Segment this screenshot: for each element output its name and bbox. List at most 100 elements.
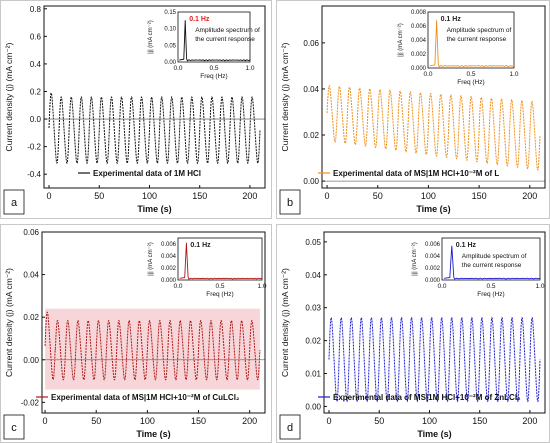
panel-label-box xyxy=(3,189,25,215)
inset-spectrum xyxy=(429,20,515,68)
y-axis-label: Current density (j) (mA cm⁻²) xyxy=(280,42,290,151)
x-tick-label: 0 xyxy=(43,416,48,426)
inset-x-tick-label: 0.0 xyxy=(173,65,182,72)
inset-x-tick-label: 0.5 xyxy=(209,65,218,72)
inset-caption: Amplitude spectrum of xyxy=(195,27,260,34)
inset-x-tick-label: 1.0 xyxy=(535,283,544,290)
panel-label-box xyxy=(279,414,301,440)
inset-spectrum xyxy=(179,242,263,280)
inset-y-tick-label: 0.000 xyxy=(161,278,177,284)
y-axis-label: Current density (j) (mA cm⁻²) xyxy=(4,42,14,151)
y-tick-label: 0.2 xyxy=(30,87,42,96)
inset-x-tick-label: 0.0 xyxy=(173,283,182,290)
series-line xyxy=(328,316,541,403)
y-tick-label: 0.06 xyxy=(23,228,39,237)
inset-x-tick-label: 0.0 xyxy=(437,283,446,290)
y-tick-label: 0.00 xyxy=(23,356,39,365)
inset-y-tick-label: 0.000 xyxy=(411,66,427,72)
x-tick-label: 0 xyxy=(325,191,330,201)
inset-y-tick-label: 0.002 xyxy=(411,52,427,58)
panel-label: b xyxy=(287,197,293,209)
x-axis-label: Time (s) xyxy=(416,204,450,214)
y-tick-label: 0.04 xyxy=(303,85,319,94)
y-tick-label: 0.04 xyxy=(23,271,39,280)
panel-label: c xyxy=(11,422,17,434)
inset-frame xyxy=(177,11,251,63)
panel-d: 0 50 100 150 200 0.00 0.01 0.02 0.03 0.04 0.05 Time… xyxy=(276,224,550,443)
inset-x-tick-label: 0.5 xyxy=(466,71,475,78)
y-tick-label: -0.4 xyxy=(27,170,41,179)
y-tick-label: 0.00 xyxy=(305,402,321,411)
panel-label-box xyxy=(279,189,301,215)
inset-x-tick-label: 0.5 xyxy=(215,283,224,290)
inset-y-axis-label: |j| (mA cm⁻²) xyxy=(398,23,404,57)
y-tick-label: 0.8 xyxy=(30,5,42,14)
x-axis-label: Time (s) xyxy=(417,429,451,439)
x-tick-label: 150 xyxy=(191,416,206,426)
legend-label: Experimental data of MS|1M HCl+10⁻²M of … xyxy=(333,169,499,178)
y-tick-label: 0.05 xyxy=(305,238,321,247)
inset-y-tick-label: 0.004 xyxy=(161,254,177,260)
inset-chart: 0.0 0.5 1.0 0.000 0.002 0.004 0.006 Freq (Hz) |j… xyxy=(148,237,267,298)
inset-chart: 0.0 0.5 1.0 0.000 0.002 0.004 0.006 0.008 Freq (… xyxy=(398,10,519,86)
inset-peak-label: 0.1 Hz xyxy=(189,16,210,23)
y-axis-label: Current density (j) (mA cm⁻²) xyxy=(4,268,14,377)
inset-x-axis-label: Freq (Hz) xyxy=(200,73,227,80)
plot-frame xyxy=(321,5,546,189)
inset-caption: the current response xyxy=(195,36,255,43)
y-tick-label: -0.02 xyxy=(21,398,40,407)
panel-a: 0 50 100 150 200 -0.4 -0.2 0.0 0.2 0.4 0.6 0.8 Time … xyxy=(0,0,272,219)
y-tick-label: 0.01 xyxy=(305,370,321,379)
x-tick-label: 200 xyxy=(242,191,257,201)
x-tick-label: 200 xyxy=(522,191,537,201)
inset-y-tick-label: 0.006 xyxy=(425,242,441,248)
inset-x-axis-label: Freq (Hz) xyxy=(206,291,233,298)
inset-y-tick-label: 0.002 xyxy=(425,266,441,272)
series-line xyxy=(326,85,541,171)
y-tick-label: 0.06 xyxy=(303,39,319,48)
inset-caption: the current response xyxy=(462,262,522,269)
x-tick-label: 0 xyxy=(327,416,332,426)
inset-y-tick-label: 0.15 xyxy=(164,10,176,16)
plot-frame xyxy=(323,231,546,414)
inset-y-tick-label: 0.008 xyxy=(411,10,427,16)
inset-y-tick-label: 0.006 xyxy=(411,24,427,30)
x-tick-label: 150 xyxy=(192,191,207,201)
inset-y-tick-label: 0.004 xyxy=(411,38,427,44)
inset-spectrum xyxy=(179,20,251,62)
x-tick-label: 50 xyxy=(94,191,104,201)
x-tick-label: 100 xyxy=(421,191,436,201)
x-tick-label: 150 xyxy=(472,416,487,426)
inset-y-tick-label: 0.004 xyxy=(425,254,441,260)
legend-label: Experimental data of 1M HCl xyxy=(93,169,201,178)
inset-x-tick-label: 0.0 xyxy=(423,71,432,78)
x-tick-label: 50 xyxy=(374,416,384,426)
inset-x-tick-label: 0.5 xyxy=(486,283,495,290)
panel-b: 0 50 100 150 200 0.00 0.02 0.04 0.06 Time (s) Curr… xyxy=(276,0,550,219)
inset-chart: 0.0 0.5 1.0 0.000 0.002 0.004 0.006 Freq (Hz) |j… xyxy=(412,237,545,298)
panel-c: 0 50 100 150 200 -0.02 0.00 0.02 0.04 0.06 Time (s… xyxy=(0,224,272,443)
inset-y-tick-label: 0.006 xyxy=(161,242,177,248)
inset-chart: 0.0 0.5 1.0 0.00 0.05 0.10 0.15 Freq (Hz) |j| (m… xyxy=(148,10,260,80)
inset-y-tick-label: 0.05 xyxy=(164,43,176,49)
inset-x-tick-label: 1.0 xyxy=(257,283,266,290)
x-tick-label: 0 xyxy=(47,191,52,201)
y-tick-label: 0.00 xyxy=(303,177,319,186)
y-tick-label: 0.03 xyxy=(305,304,321,313)
y-tick-label: 0.4 xyxy=(30,60,42,69)
y-tick-label: 0.04 xyxy=(305,271,321,280)
series-line xyxy=(48,92,261,165)
plot-frame xyxy=(43,5,266,189)
inset-peak-label: 0.1 Hz xyxy=(441,16,462,23)
y-tick-label: 0.02 xyxy=(23,313,39,322)
x-tick-label: 50 xyxy=(373,191,383,201)
legend-label: Experimental data of MS|1M HCl+10⁻²M of … xyxy=(333,393,521,402)
inset-x-axis-label: Freq (Hz) xyxy=(457,79,484,86)
panel-label: a xyxy=(11,197,18,209)
inset-y-tick-label: 0.00 xyxy=(164,60,176,66)
inset-y-tick-label: 0.000 xyxy=(425,278,441,284)
inset-y-tick-label: 0.002 xyxy=(161,266,177,272)
x-tick-label: 50 xyxy=(91,416,101,426)
inset-x-axis-label: Freq (Hz) xyxy=(477,291,504,298)
